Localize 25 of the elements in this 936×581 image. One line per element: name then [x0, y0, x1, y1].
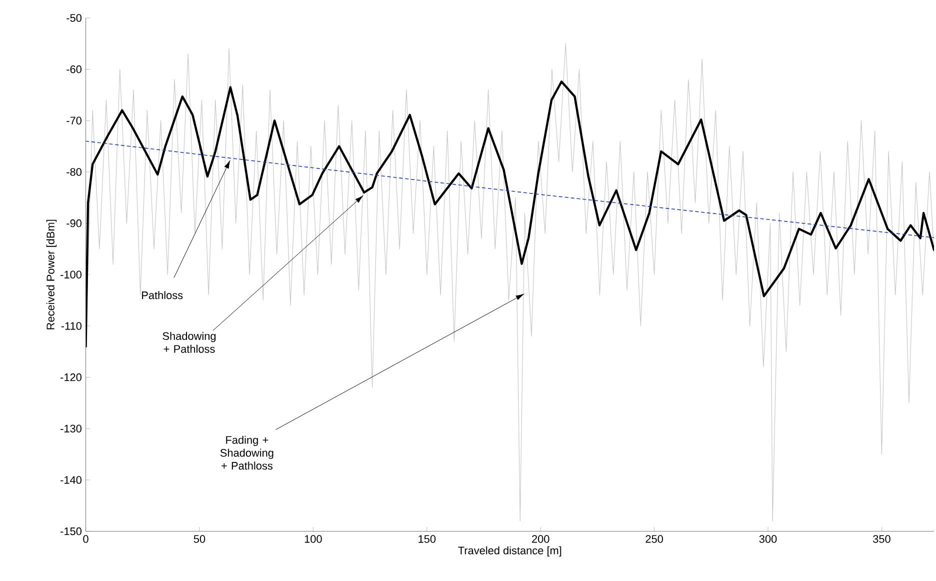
- annotation: Pathloss: [142, 291, 183, 300]
- x-tick-label: 350: [873, 535, 890, 543]
- y-tick-label: -50: [66, 14, 82, 22]
- y-tick-label: -100: [60, 270, 82, 278]
- x-axis-title: Traveled distance [m]: [458, 546, 562, 556]
- y-tick-label: -90: [66, 219, 82, 228]
- line-series: [86, 43, 934, 522]
- annotation: Shadowing + Pathloss: [162, 332, 216, 353]
- x-tick-label: 200: [532, 535, 550, 543]
- y-tick-label: -110: [61, 322, 82, 330]
- y-tick-label: -80: [66, 168, 82, 176]
- annotation: Fading + Shadowing + Pathloss: [220, 436, 274, 470]
- y-axis-title: Received Power [dBm]: [46, 220, 57, 330]
- x-tick-label: 50: [194, 535, 206, 543]
- y-tick-label: -120: [60, 373, 82, 382]
- x-tick-label: 150: [418, 535, 436, 543]
- x-tick-label: 100: [304, 535, 322, 543]
- y-tick-label: -150: [60, 527, 82, 536]
- x-tick-label: 300: [759, 535, 777, 543]
- x-tick-label: 0: [83, 535, 88, 543]
- y-tick-label: -130: [60, 424, 82, 432]
- y-tick-label: -140: [60, 476, 82, 484]
- y-tick-label: -60: [66, 65, 82, 74]
- x-tick-label: 250: [646, 535, 663, 543]
- y-tick-label: -70: [66, 116, 82, 124]
